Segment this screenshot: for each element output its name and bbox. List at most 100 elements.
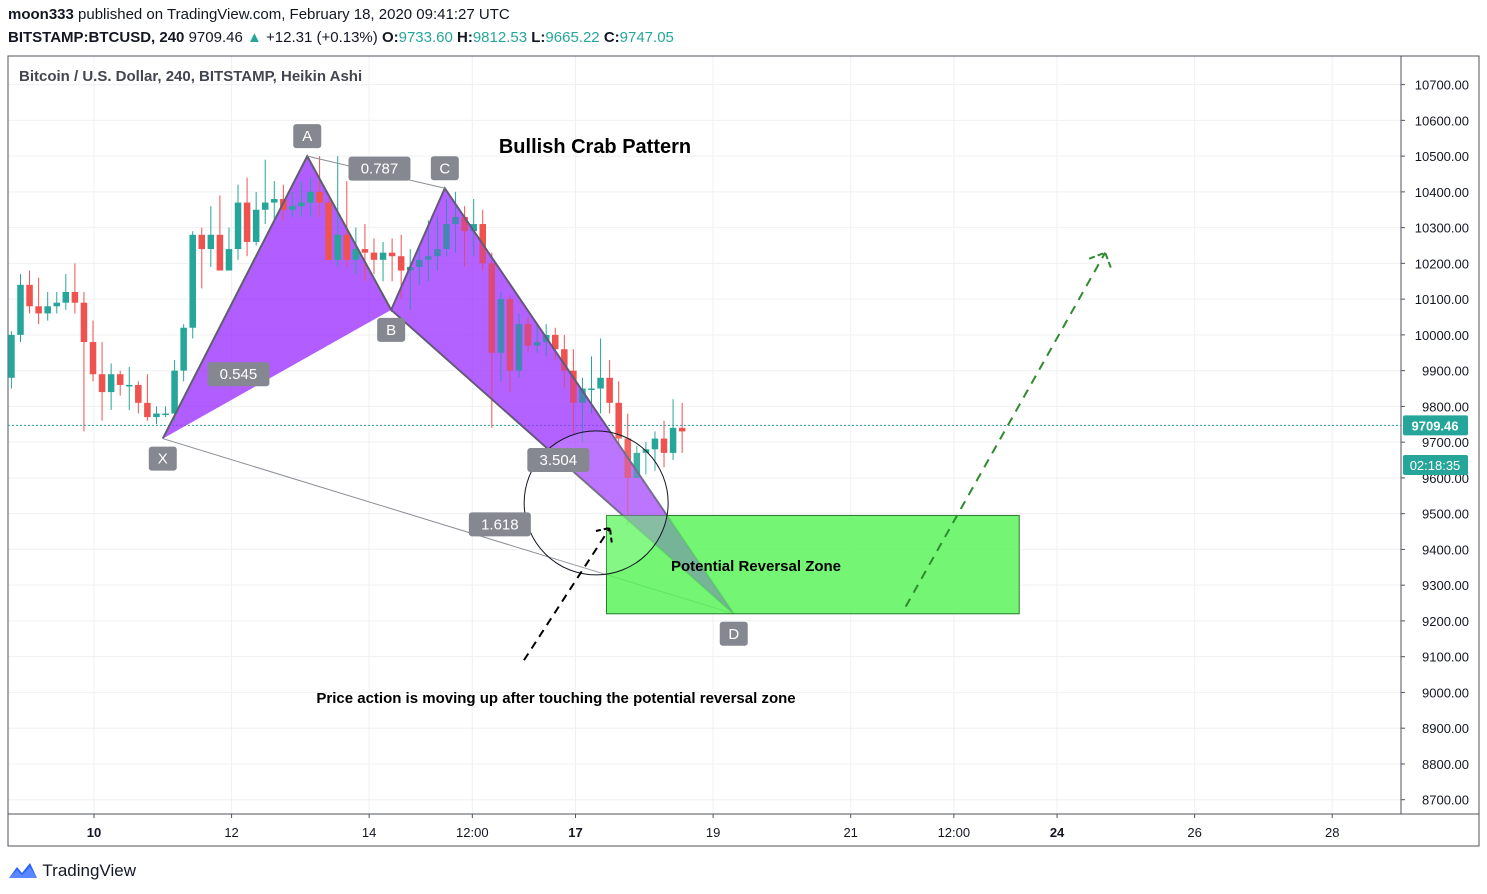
candle-body (343, 234, 351, 260)
candle-body (198, 234, 206, 250)
price-tick-label: 10700.00 (1415, 78, 1469, 93)
candle-body (216, 234, 224, 271)
close-key: C: (603, 29, 620, 46)
time-axis-ticks: 10 12 14 12:00 17 19 21 12:00 24 26 28 (87, 814, 1339, 840)
price-tick-label: 10100.00 (1415, 292, 1469, 307)
candle-body (189, 234, 196, 328)
tradingview-logo-icon (9, 863, 37, 878)
high-key: H: (457, 29, 473, 46)
price-tick-label: 9900.00 (1422, 364, 1469, 379)
candle-body (8, 334, 15, 378)
price-tick-label: 9000.00 (1422, 685, 1469, 700)
symbol-label[interactable]: BITSTAMP:BTCUSD, 240 (8, 29, 185, 46)
candle-body (669, 427, 677, 453)
candle-body (171, 370, 178, 414)
brand-footer[interactable]: TradingView (8, 860, 136, 881)
time-tick-label: 28 (1325, 825, 1339, 840)
last-price: 9709.46 (188, 29, 243, 46)
candle-body (506, 299, 514, 371)
candle-body (678, 427, 686, 432)
candle-body (116, 374, 124, 385)
ratio-label-badge (348, 156, 411, 181)
candle-body (89, 342, 97, 375)
price-tick-label: 8900.00 (1422, 721, 1469, 736)
countdown-badge: 02:18:35 (1403, 455, 1468, 475)
open-key: O: (381, 29, 399, 46)
price-tick-label: 9100.00 (1422, 650, 1469, 665)
price-tick-label: 8700.00 (1422, 793, 1469, 808)
candle-body (615, 402, 622, 439)
candle-body (162, 413, 169, 416)
candle-body (443, 224, 450, 250)
time-tick-label: 12:00 (938, 825, 971, 840)
time-axis-frame[interactable] (7, 813, 1480, 847)
candle-body (135, 384, 142, 403)
pattern-point-label: B (386, 322, 396, 339)
candle-body (144, 402, 151, 418)
pattern-triangle-xab (162, 156, 392, 439)
pattern-point-label: A (302, 128, 312, 145)
pattern-point-label-badge (377, 317, 406, 342)
pattern-point-label-badge (148, 446, 177, 471)
candle-body (107, 374, 115, 393)
candle-body (271, 199, 278, 203)
candle-body (35, 306, 42, 314)
green-arrowhead (1088, 251, 1113, 270)
candle-body (289, 206, 296, 210)
price-label-badge: 9709.46 (1403, 415, 1468, 436)
candle-body (588, 388, 595, 391)
high-value: 9812.53 (472, 29, 528, 46)
candle-body (515, 324, 523, 371)
candle-body (370, 252, 378, 260)
candle-body (234, 202, 242, 250)
price-label: 9709.46 (1412, 418, 1459, 433)
candle-body (397, 256, 405, 271)
candle-body (325, 202, 332, 260)
candle-body (307, 191, 314, 203)
candle-body (361, 249, 369, 253)
candle-body (488, 263, 496, 353)
candle-body (261, 202, 269, 210)
chart-title: Bullish Crab Pattern (499, 136, 691, 158)
ratio-label-badge (207, 362, 270, 387)
zone-label: Potential Reversal Zone (671, 558, 841, 575)
price-tick-label: 10500.00 (1415, 149, 1469, 164)
candles (8, 156, 686, 525)
up-triangle-icon: ▲ (246, 29, 262, 46)
countdown-label: 02:18:35 (1410, 458, 1461, 473)
ratio-label: 0.545 (220, 366, 258, 383)
open-value: 9733.60 (398, 29, 453, 46)
published-text: published on TradingView.com, February 1… (78, 6, 510, 23)
ratio-label-badge (468, 512, 531, 537)
price-tick-label: 9700.00 (1422, 435, 1469, 450)
candle-body (551, 334, 559, 350)
price-change: +12.31 (+0.13%) (266, 29, 378, 46)
candle-body (352, 249, 360, 260)
price-tick-label: 10600.00 (1415, 113, 1469, 128)
ratio-label: 0.787 (361, 161, 399, 178)
price-tick-label: 9300.00 (1422, 578, 1469, 593)
price-tick-label: 9400.00 (1422, 542, 1469, 557)
candle-body (579, 388, 586, 403)
pattern-point-label: X (158, 451, 168, 468)
candle-body (388, 252, 396, 257)
time-tick-label: 21 (843, 825, 857, 840)
candle-body (651, 438, 659, 450)
time-tick-label: 10 (87, 825, 101, 840)
candle-body (597, 377, 604, 389)
time-tick-label: 14 (362, 825, 376, 840)
ratio-label: 1.618 (481, 516, 519, 533)
candle-body (298, 202, 305, 207)
candle-body (570, 370, 577, 403)
price-axis-ticks: 10700.00 10600.00 10500.00 10400.00 10300.00… (1401, 78, 1469, 808)
candle-body (561, 349, 568, 371)
author-name[interactable]: moon333 (8, 6, 74, 23)
candle-body (461, 216, 468, 232)
candle-body (660, 438, 668, 453)
price-tick-label: 10300.00 (1415, 221, 1469, 236)
black-projection-arrow (523, 527, 611, 661)
candle-body (98, 374, 106, 393)
price-tick-label: 9800.00 (1422, 399, 1469, 414)
candle-body (44, 306, 51, 314)
